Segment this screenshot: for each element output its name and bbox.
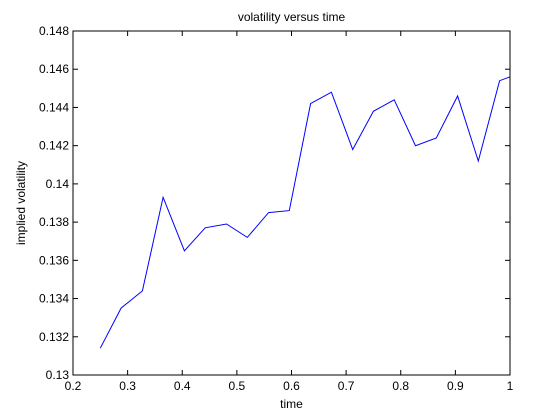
x-tick-label: 0.3 (119, 379, 136, 393)
y-tick-label: 0.14 (46, 177, 70, 191)
y-tick-label: 0.138 (39, 215, 69, 229)
y-tick-label: 0.144 (39, 100, 69, 114)
y-tick-label: 0.134 (39, 292, 69, 306)
y-tick-label: 0.13 (46, 368, 70, 382)
x-tick-label: 0.2 (65, 379, 82, 393)
plot-area (72, 30, 511, 376)
x-tick-label: 0.4 (174, 379, 191, 393)
y-tick-label: 0.148 (39, 24, 69, 38)
series-layer (99, 76, 511, 349)
chart-title: volatility versus time (238, 10, 346, 24)
y-tick-label: 0.132 (39, 330, 69, 344)
x-tick-label: 1 (507, 379, 514, 393)
x-axis-ticks: 0.2 0.3 0.4 0.5 0.6 0.7 0.8 0.9 1 (65, 31, 514, 393)
x-axis-title: time (280, 397, 303, 411)
y-tick-label: 0.142 (39, 139, 69, 153)
y-axis-title: implied volatility (14, 161, 28, 245)
series-line (99, 76, 511, 349)
y-axis-ticks: 0.13 0.132 0.134 0.136 0.138 0.14 0.142 0.144 0.… (39, 24, 510, 382)
x-tick-label: 0.5 (229, 379, 246, 393)
y-tick-label: 0.146 (39, 62, 69, 76)
y-tick-label: 0.136 (39, 253, 69, 267)
x-tick-label: 0.6 (283, 379, 300, 393)
x-tick-label: 0.9 (447, 379, 464, 393)
x-tick-label: 0.8 (392, 379, 409, 393)
x-tick-label: 0.7 (338, 379, 355, 393)
